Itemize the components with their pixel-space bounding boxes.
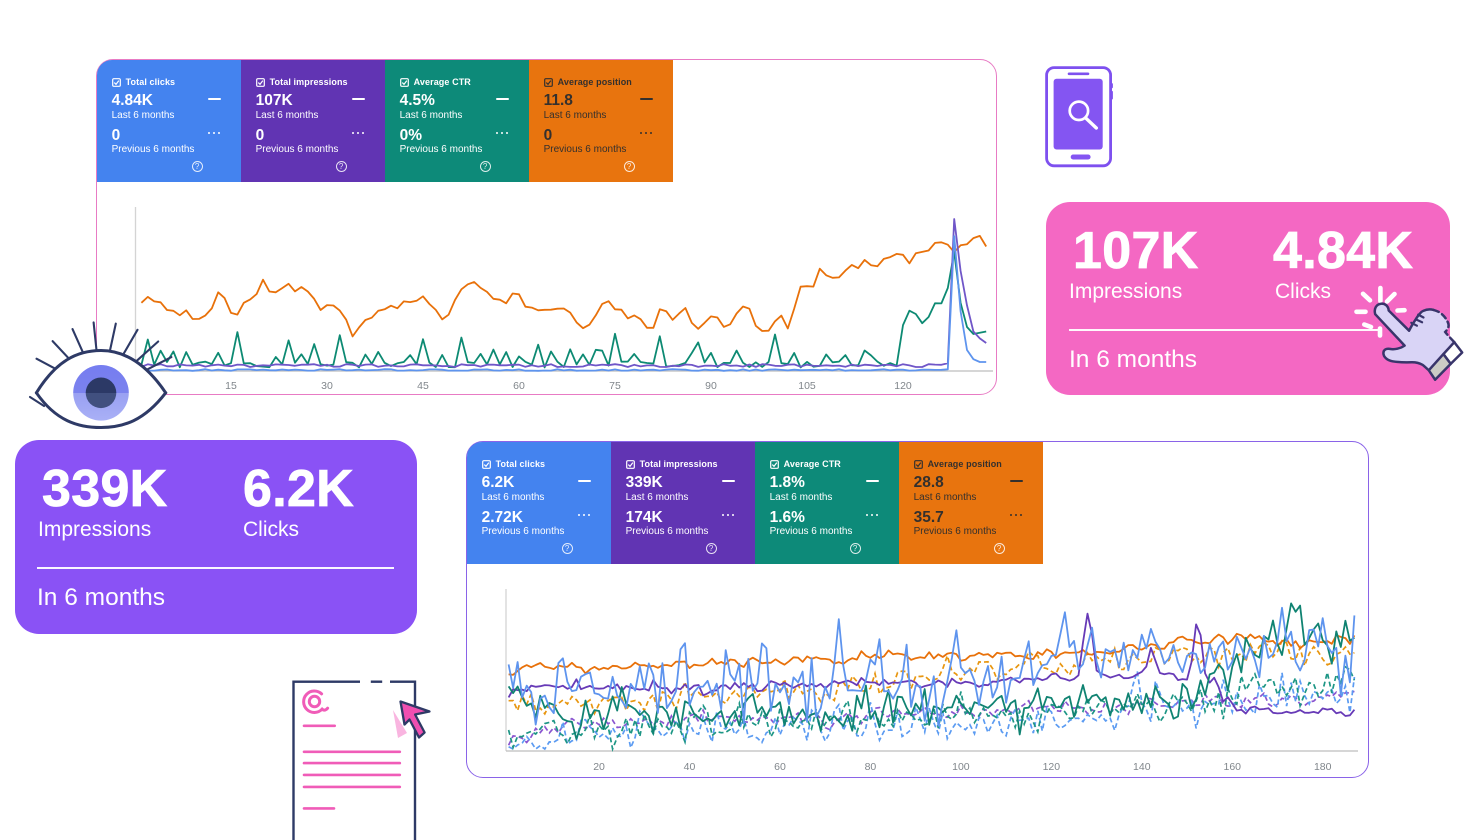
svg-text:15: 15: [225, 380, 237, 392]
svg-text:100: 100: [952, 761, 970, 773]
svg-text:45: 45: [417, 380, 429, 392]
svg-text:75: 75: [609, 380, 621, 392]
svg-text:90: 90: [705, 380, 717, 392]
svg-text:140: 140: [1133, 761, 1151, 773]
svg-text:80: 80: [865, 761, 877, 773]
svg-text:180: 180: [1314, 761, 1332, 773]
svg-text:120: 120: [894, 380, 912, 392]
svg-text:40: 40: [684, 761, 696, 773]
svg-text:30: 30: [321, 380, 333, 392]
svg-text:20: 20: [593, 761, 605, 773]
svg-text:60: 60: [774, 761, 786, 773]
svg-text:105: 105: [798, 380, 816, 392]
svg-text:160: 160: [1224, 761, 1242, 773]
svg-text:60: 60: [513, 380, 525, 392]
svg-text:120: 120: [1043, 761, 1061, 773]
